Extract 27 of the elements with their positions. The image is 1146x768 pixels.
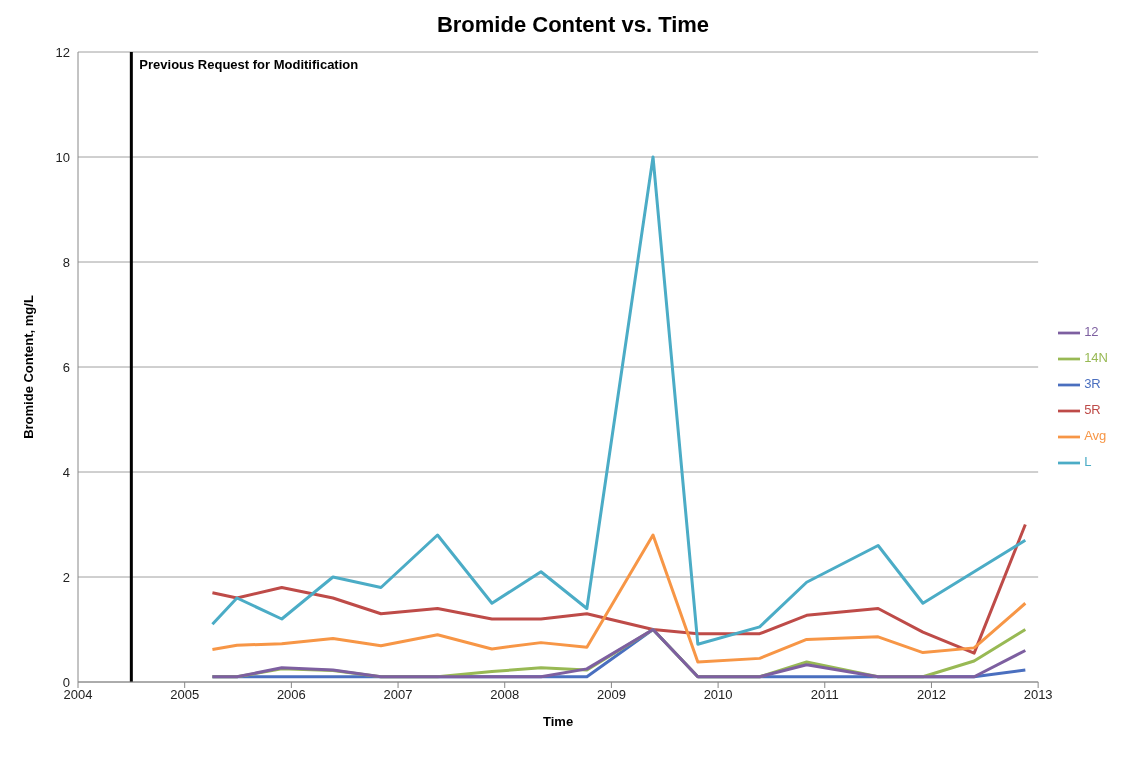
legend-label: L [1084,454,1092,469]
x-tick-label: 2004 [63,687,93,703]
x-axis-title: Time [543,714,574,729]
y-tick-label: 4 [62,464,70,480]
x-tick-label: 2008 [490,687,520,703]
chart-title: Bromide Content vs. Time [435,12,711,38]
legend-label: 5R [1084,402,1101,417]
x-tick-label: 2007 [383,687,413,703]
legend-label: 14N [1084,350,1108,365]
y-tick-label: 0 [62,674,70,690]
y-tick-label: 8 [62,254,70,270]
y-tick-label: 12 [55,44,70,60]
y-tick-label: 10 [55,149,70,165]
legend-label: 12 [1084,324,1099,339]
legend-label: 3R [1084,376,1101,391]
x-tick-label: 2005 [170,687,200,703]
x-tick-label: 2012 [917,687,946,703]
y-axis-title: Bromide Content, mg/L [20,295,36,439]
ref-line-label: Previous Request for Moditification [139,57,359,73]
x-tick-label: 2013 [1023,687,1053,703]
x-tick-label: 2006 [276,687,306,703]
x-tick-label: 2010 [703,687,733,703]
legend-label: Avg [1084,428,1107,443]
x-tick-label: 2011 [810,687,839,703]
y-tick-label: 6 [62,359,70,375]
y-tick-label: 2 [62,569,70,585]
x-tick-label: 2009 [596,687,626,703]
